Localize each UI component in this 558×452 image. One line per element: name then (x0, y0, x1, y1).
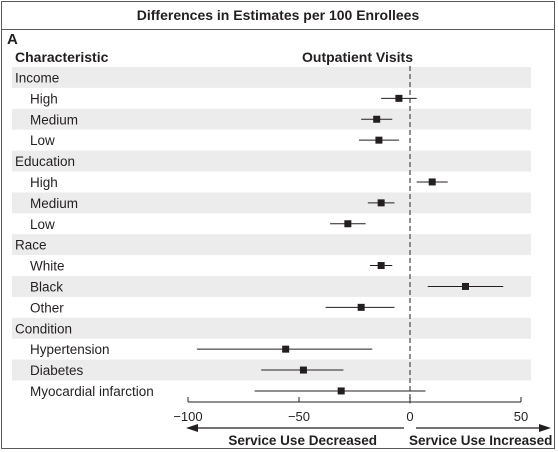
x-tick-label: 50 (514, 409, 528, 424)
service-use-increased-label: Service Use Increased (409, 433, 552, 448)
point-estimate (377, 199, 385, 207)
point-estimate (428, 178, 436, 186)
point-estimate (344, 220, 352, 228)
characteristic-column-header: Characteristic (15, 49, 109, 65)
row-stripe (12, 317, 531, 339)
x-axis: −100 −50 0 50 (173, 397, 528, 424)
point-estimate (395, 94, 403, 102)
decrease-arrowhead (186, 424, 198, 432)
point-estimate (299, 366, 307, 374)
point-estimate (462, 282, 469, 290)
row-stripe (12, 276, 531, 297)
row-stripe (12, 192, 531, 214)
point-estimate (337, 387, 345, 395)
figure-title: Differences in Estimates per 100 Enrolle… (1, 1, 555, 30)
row-stripe (12, 234, 531, 256)
increase-arrowhead (539, 424, 551, 432)
row-label: Medium (30, 112, 78, 127)
row-stripe (12, 150, 531, 172)
x-tick-label: −50 (288, 409, 310, 424)
point-estimate (282, 345, 290, 353)
row-label: Low (30, 217, 55, 232)
row-label: High (30, 91, 58, 106)
row-label: Diabetes (30, 363, 84, 378)
row-label: Other (30, 300, 64, 315)
row-label: High (30, 175, 58, 190)
row-label: Black (30, 279, 63, 294)
row-label: Low (30, 133, 55, 148)
x-tick-label: −100 (173, 409, 202, 424)
row-stripe (12, 108, 531, 130)
group-label: Race (15, 238, 47, 253)
row-label: Medium (30, 196, 78, 211)
group-label: Condition (15, 321, 72, 336)
row-label: Myocardial infarction (30, 384, 154, 399)
point-estimate (377, 262, 385, 270)
x-tick-label: 0 (406, 409, 413, 424)
row-label: Hypertension (30, 342, 110, 357)
direction-arrows: Service Use Decreased Service Use Increas… (186, 424, 552, 448)
row-stripes (12, 67, 531, 381)
point-estimate (373, 115, 381, 123)
point-estimate (375, 136, 383, 144)
point-estimate (357, 303, 365, 311)
service-use-decreased-label: Service Use Decreased (228, 433, 377, 448)
panel-letter: A (7, 31, 18, 48)
group-label: Education (15, 154, 75, 169)
outpatient-visits-column-header: Outpatient Visits (302, 49, 413, 65)
row-stripe (12, 67, 531, 88)
forest-rows: Income High Medium Low Education High Medium Lo… (15, 70, 504, 399)
group-label: Income (15, 70, 59, 85)
row-label: White (30, 259, 65, 274)
